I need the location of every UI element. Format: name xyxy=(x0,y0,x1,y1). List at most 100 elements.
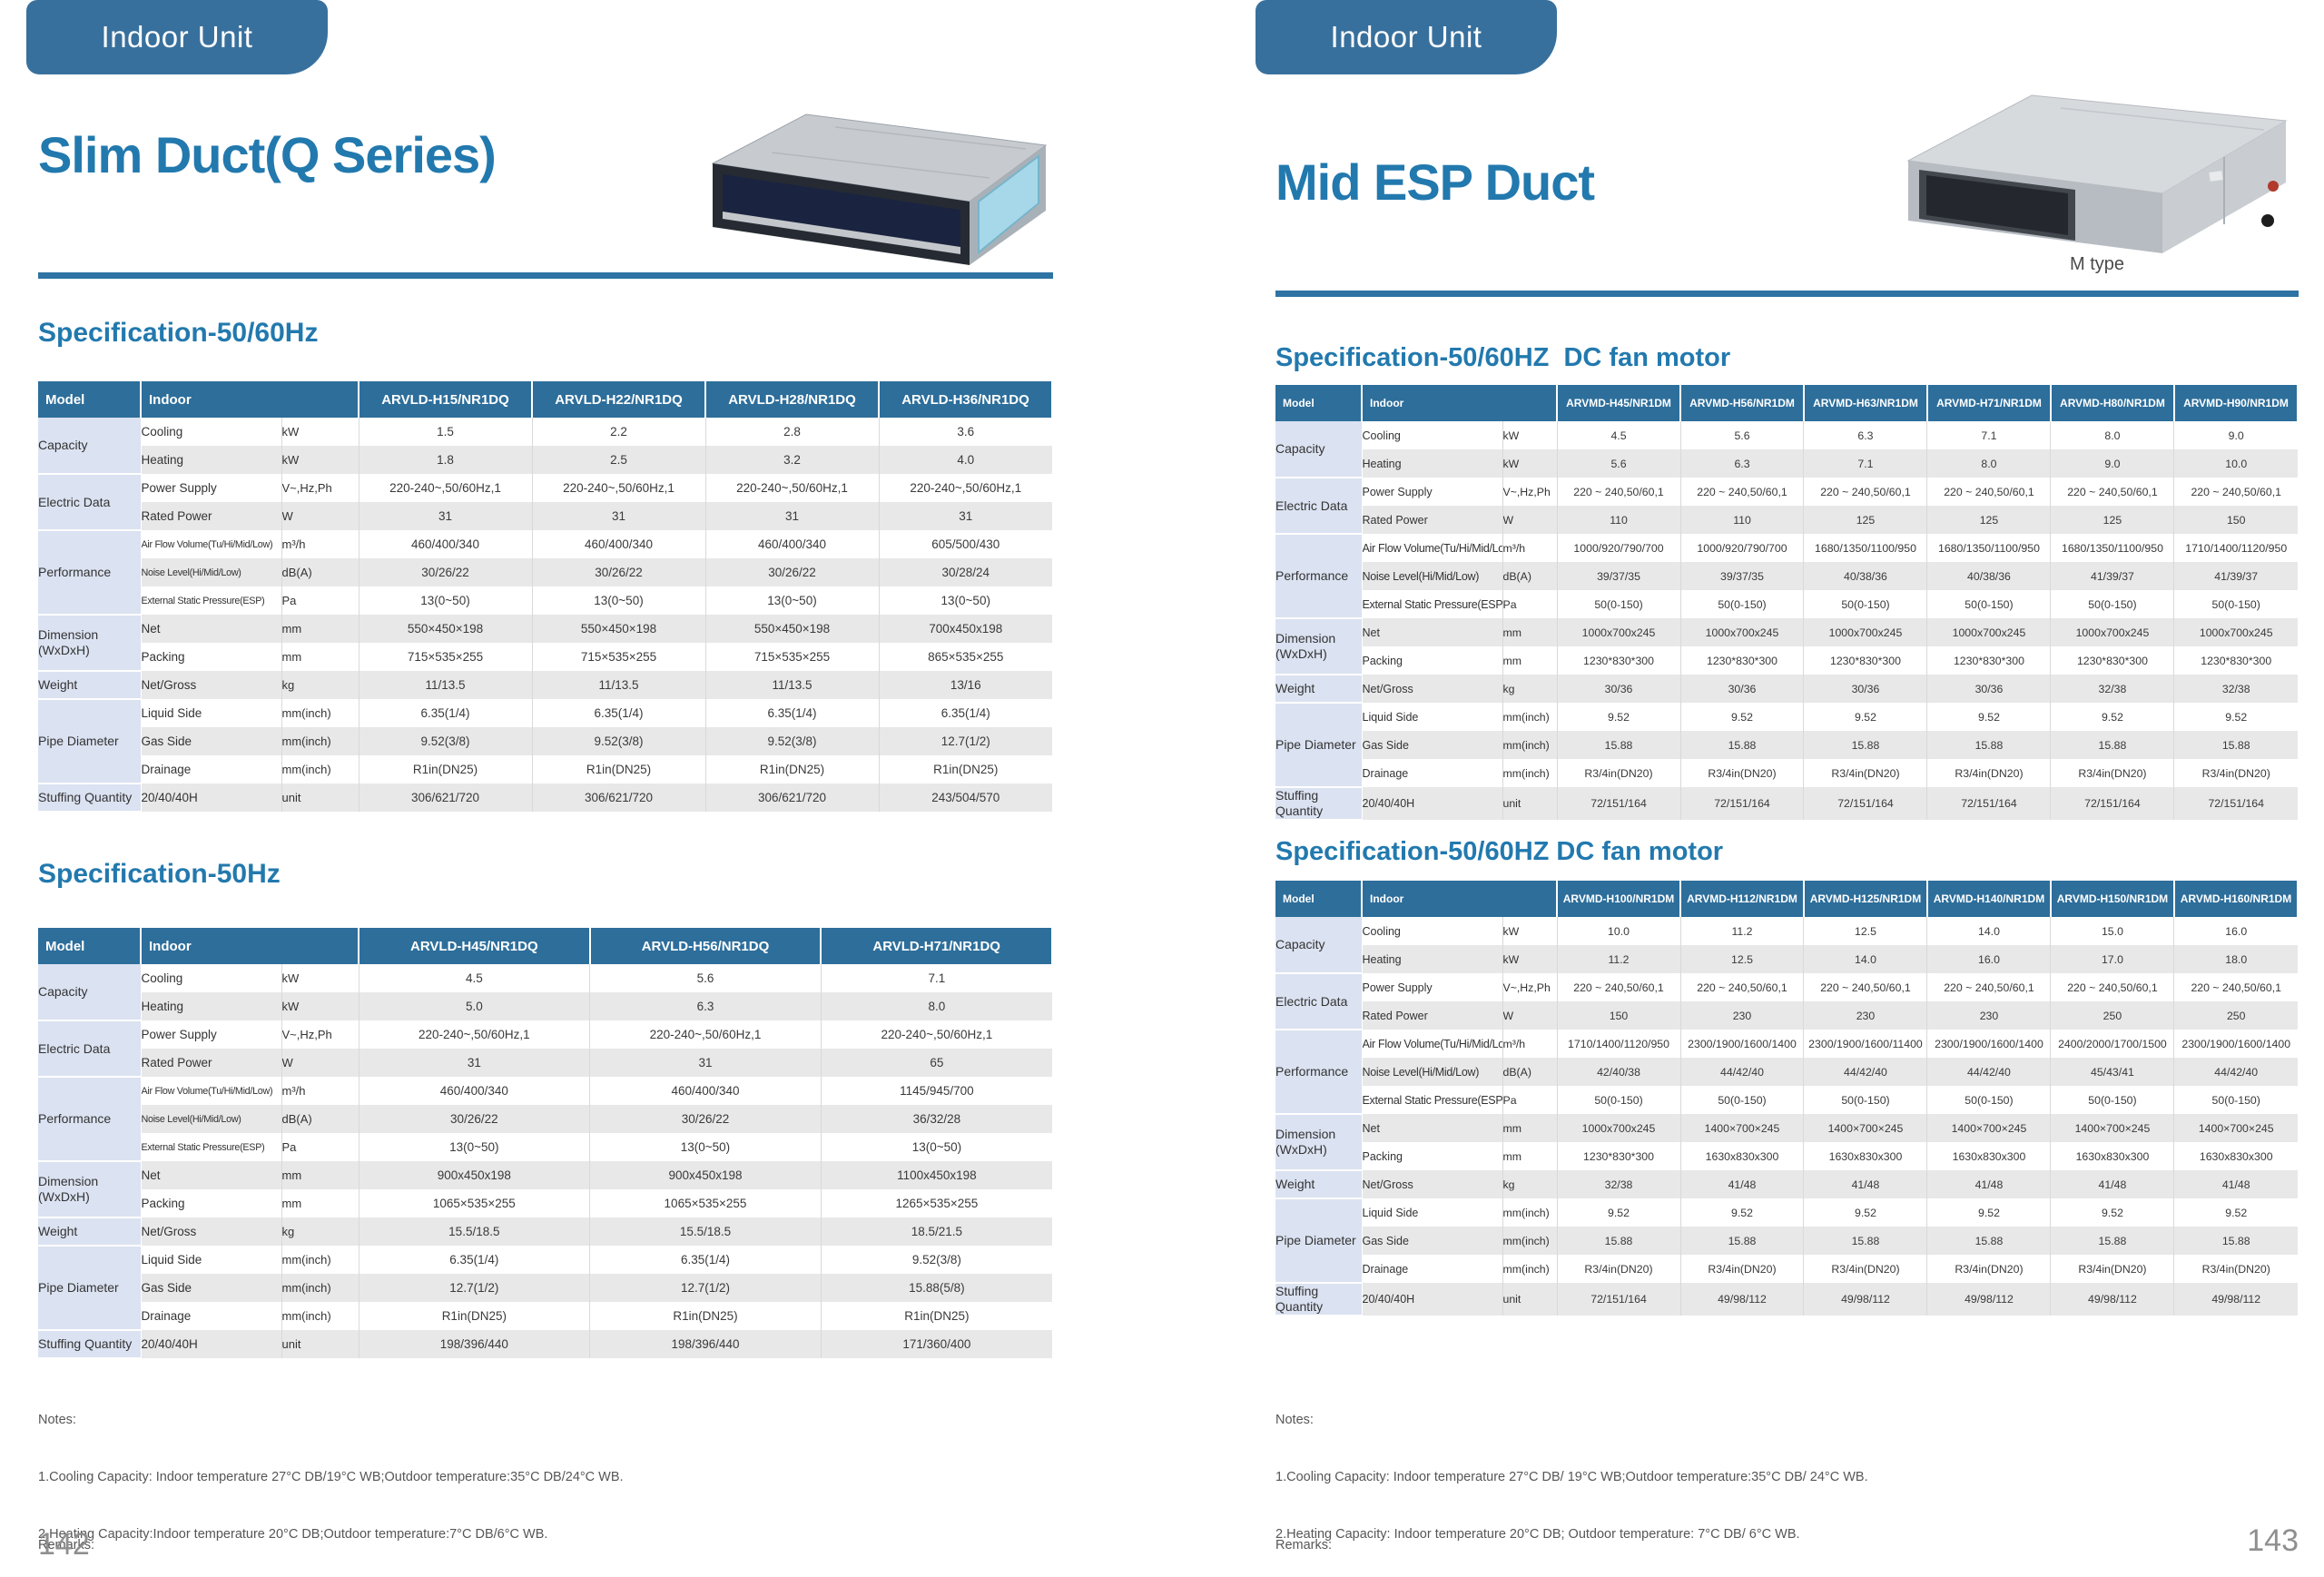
unit-cell: kW xyxy=(1502,917,1558,945)
value-cell: 8.0 xyxy=(821,992,1052,1020)
note-line: 2.Heating Capacity: Indoor temperature 2… xyxy=(1275,1527,1800,1542)
value-cell: 1000x700x245 xyxy=(1926,618,2052,646)
category-cell: Capacity xyxy=(1275,917,1363,974)
category-cell: Stuffing Quantity xyxy=(1275,787,1363,821)
value-cell: 1630x830x300 xyxy=(2173,1142,2298,1170)
value-cell: 15.88 xyxy=(1803,1227,1928,1255)
value-cell: 18.5/21.5 xyxy=(821,1217,1052,1246)
category-cell: Performance xyxy=(38,1077,142,1162)
unit-cell: Pa xyxy=(281,1133,359,1161)
row-label-cell: Drainage xyxy=(1362,759,1503,787)
category-cell: Dimension (WxDxH) xyxy=(38,615,142,672)
category-cell: Weight xyxy=(1275,1170,1363,1199)
table-row: Rated Power W 150 230 230 230 250 250 xyxy=(1275,1001,2298,1030)
unit-cell: mm(inch) xyxy=(281,755,359,784)
table-header-row: Model Indoor ARVMD-H45/NR1DM ARVMD-H56/NR1D… xyxy=(1275,385,2299,421)
row-label-cell: Power Supply xyxy=(1362,973,1503,1001)
indoor-unit-tab-label: Indoor Unit xyxy=(1330,20,1482,54)
value-cell: 1065×535×255 xyxy=(359,1189,591,1217)
spec-table: Model Indoor ARVLD-H45/NR1DQ ARVLD-H56/NR1D… xyxy=(38,928,1053,1359)
table-row: Noise Level(Hi/Mid/Low) dB(A) 42/40/38 44/4… xyxy=(1275,1058,2298,1086)
table-row: Dimension (WxDxH) Net mm 1000x700x245 1400×7… xyxy=(1275,1114,2298,1171)
value-cell: 1000x700x245 xyxy=(2173,618,2298,646)
unit-cell: dB(A) xyxy=(1502,562,1558,590)
value-cell: 13(0~50) xyxy=(359,1133,591,1161)
unit-cell: m³/h xyxy=(281,1077,359,1105)
value-cell: 72/151/164 xyxy=(1557,1283,1681,1316)
value-cell: 44/42/40 xyxy=(1680,1058,1805,1086)
page-number: 142 xyxy=(38,1527,90,1562)
value-cell: 3.2 xyxy=(705,446,880,474)
table-row: External Static Pressure(ESP) Pa 50(0-150)… xyxy=(1275,590,2298,618)
value-cell: R1in(DN25) xyxy=(589,1302,822,1330)
remarks-heading: Remarks: xyxy=(38,1538,95,1552)
value-cell: 220 ~ 240,50/60,1 xyxy=(1803,478,1928,506)
value-cell: 1000/920/790/700 xyxy=(1680,534,1805,562)
value-cell: 6.35(1/4) xyxy=(359,699,533,727)
row-label-cell: Net xyxy=(1362,1114,1503,1142)
unit-cell: mm xyxy=(1502,1142,1558,1170)
value-cell: 2300/1900/1600/11400 xyxy=(1803,1030,1928,1058)
indoor-unit-tab: Indoor Unit xyxy=(26,0,328,74)
row-label-cell: Heating xyxy=(1362,945,1503,973)
value-cell: 715×535×255 xyxy=(359,643,533,671)
value-cell: 125 xyxy=(1803,506,1928,534)
value-cell: 250 xyxy=(2050,1001,2175,1030)
value-cell: 110 xyxy=(1680,506,1805,534)
value-cell: 6.35(1/4) xyxy=(359,1246,591,1274)
value-cell: 715×535×255 xyxy=(532,643,706,671)
value-cell: 1.8 xyxy=(359,446,533,474)
unit-cell: mm xyxy=(1502,1114,1558,1142)
row-label-cell: Net/Gross xyxy=(1362,1170,1503,1198)
table-header-row: Model Indoor ARVMD-H100/NR1DM ARVMD-H112/NR… xyxy=(1275,881,2299,917)
value-cell: 605/500/430 xyxy=(879,530,1052,558)
value-cell: 5.0 xyxy=(359,992,591,1020)
value-cell: 306/621/720 xyxy=(532,784,706,812)
row-label-cell: Net/Gross xyxy=(141,1217,282,1246)
value-cell: 15.88 xyxy=(1557,731,1681,759)
row-label-cell: Power Supply xyxy=(1362,478,1503,506)
page-left: Indoor Unit Slim Duct(Q Series) Specific… xyxy=(26,0,1053,1562)
value-cell: 220-240~,50/60Hz,1 xyxy=(359,474,533,502)
value-cell: 4.5 xyxy=(359,964,591,992)
value-cell: 220 ~ 240,50/60,1 xyxy=(1803,973,1928,1001)
unit-cell: mm(inch) xyxy=(1502,1255,1558,1283)
row-label-cell: Air Flow Volume(Tu/Hi/Mid/Low) xyxy=(141,530,282,558)
col-header-model-name: ARVMD-H160/NR1DM xyxy=(2173,881,2299,917)
value-cell: 15.0 xyxy=(2050,917,2175,945)
value-cell: 50(0-150) xyxy=(2050,1086,2175,1114)
value-cell: 220-240~,50/60Hz,1 xyxy=(821,1020,1052,1049)
value-cell: 17.0 xyxy=(2050,945,2175,973)
category-cell: Performance xyxy=(38,530,142,616)
col-header-model-name: ARVMD-H63/NR1DM xyxy=(1803,385,1928,421)
value-cell: 110 xyxy=(1557,506,1681,534)
unit-cell: Pa xyxy=(1502,1086,1558,1114)
value-cell: 2.8 xyxy=(705,418,880,446)
unit-cell: mm(inch) xyxy=(281,1302,359,1330)
value-cell: 1.5 xyxy=(359,418,533,446)
divider-rule xyxy=(1275,291,2299,297)
col-header-model: Model xyxy=(1275,385,1363,421)
value-cell: 32/38 xyxy=(2173,675,2298,703)
value-cell: 72/151/164 xyxy=(2173,787,2298,820)
row-label-cell: 20/40/40H xyxy=(1362,1283,1503,1316)
value-cell: 2300/1900/1600/1400 xyxy=(1680,1030,1805,1058)
value-cell: 9.52 xyxy=(2173,703,2298,731)
value-cell: 6.35(1/4) xyxy=(705,699,880,727)
unit-cell: mm(inch) xyxy=(281,1274,359,1302)
value-cell: 220 ~ 240,50/60,1 xyxy=(1926,973,2052,1001)
value-cell: 9.52 xyxy=(1803,703,1928,731)
value-cell: 220 ~ 240,50/60,1 xyxy=(2050,973,2175,1001)
notes: Notes: 1.Cooling Capacity: Indoor temper… xyxy=(1275,1373,2285,1577)
value-cell: 2400/2000/1700/1500 xyxy=(2050,1030,2175,1058)
value-cell: 4.5 xyxy=(1557,421,1681,449)
value-cell: R3/4in(DN20) xyxy=(1557,1255,1681,1283)
notes-heading: Notes: xyxy=(38,1413,76,1427)
col-header-model: Model xyxy=(38,381,142,418)
col-header-model-name: ARVLD-H71/NR1DQ xyxy=(821,928,1053,964)
value-cell: 30/36 xyxy=(1680,675,1805,703)
value-cell: 45/43/41 xyxy=(2050,1058,2175,1086)
note-line: 1.Cooling Capacity: Indoor temperature 2… xyxy=(1275,1470,1868,1484)
value-cell: 10.0 xyxy=(1557,917,1681,945)
